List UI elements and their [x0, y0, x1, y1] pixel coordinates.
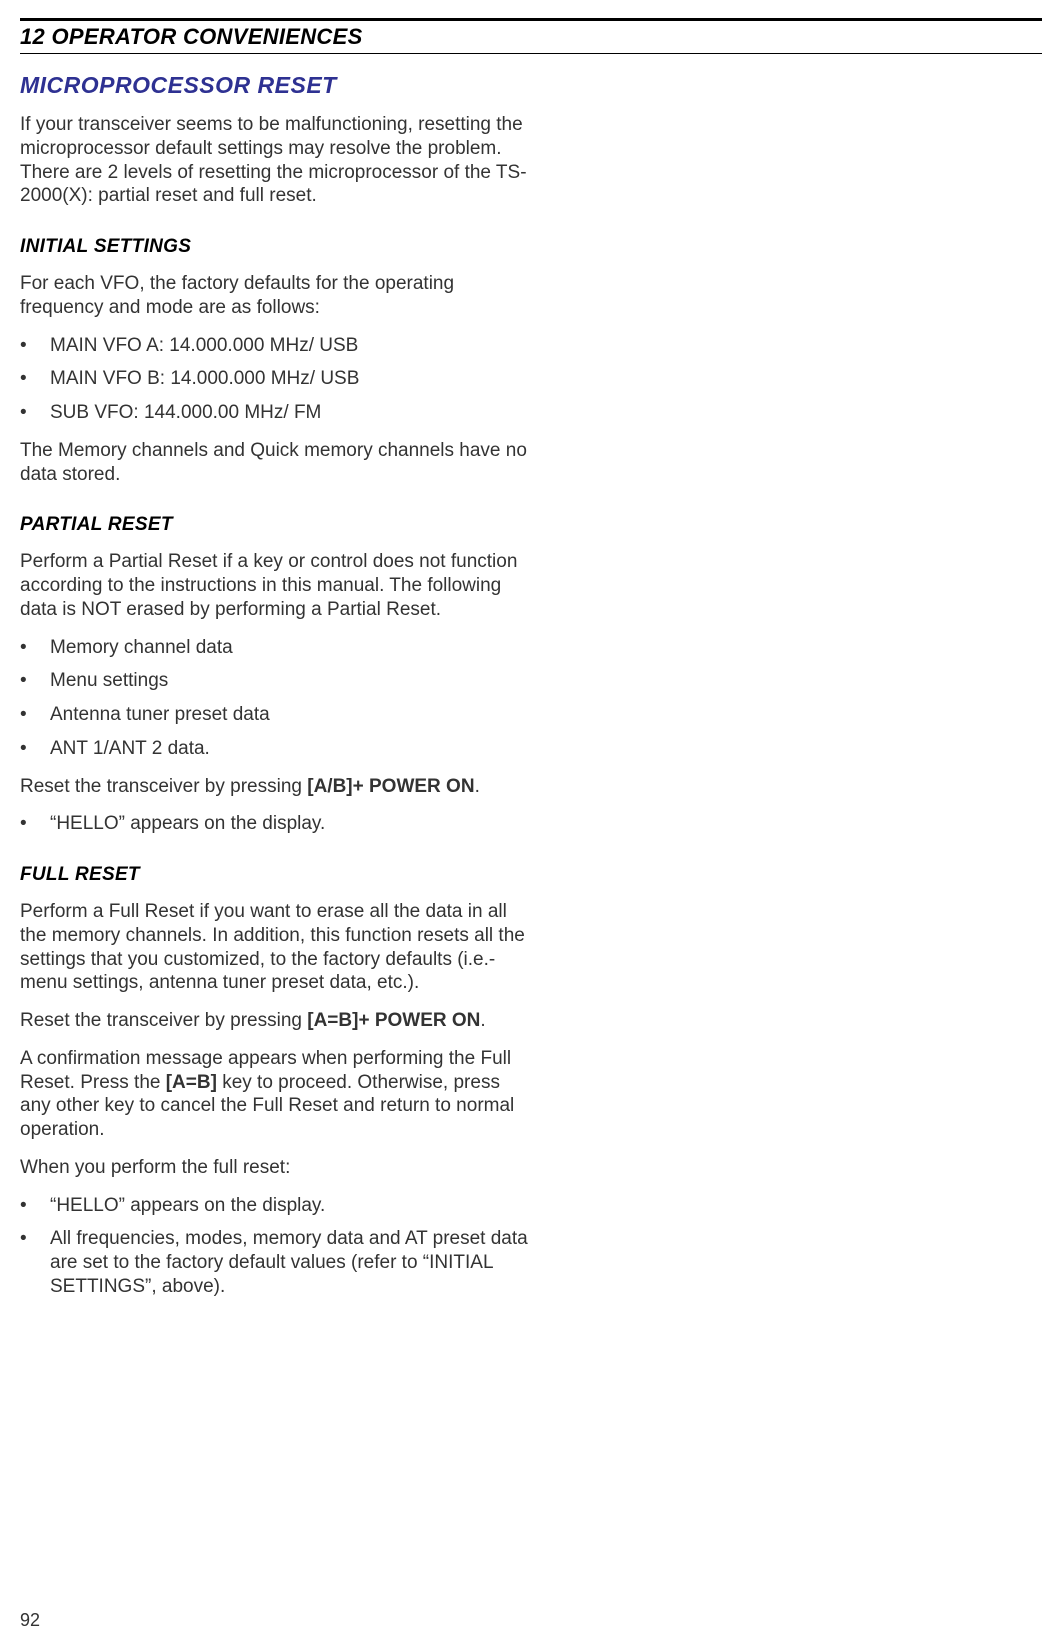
main-title: MICROPROCESSOR RESET	[20, 72, 530, 99]
list-item: • Memory channel data	[20, 636, 530, 660]
content-column: MICROPROCESSOR RESET If your transceiver…	[20, 72, 530, 1299]
list-item: • ANT 1/ANT 2 data.	[20, 737, 530, 761]
bullet-dot-icon: •	[20, 703, 50, 727]
bullet-dot-icon: •	[20, 367, 50, 391]
bullet-text: ANT 1/ANT 2 data.	[50, 737, 530, 761]
key-combo: [A=B]+ POWER ON	[307, 1010, 480, 1031]
bullet-text: Menu settings	[50, 669, 530, 693]
initial-settings-heading: INITIAL SETTINGS	[20, 236, 530, 258]
bullet-dot-icon: •	[20, 401, 50, 425]
bullet-text: SUB VFO: 144.000.00 MHz/ FM	[50, 401, 530, 425]
partial-reset-heading: PARTIAL RESET	[20, 514, 530, 536]
list-item: • “HELLO” appears on the display.	[20, 812, 530, 836]
intro-paragraph: If your transceiver seems to be malfunct…	[20, 113, 530, 208]
bullet-dot-icon: •	[20, 669, 50, 693]
bullet-text: MAIN VFO B: 14.000.000 MHz/ USB	[50, 367, 530, 391]
chapter-header-bar: 12 OPERATOR CONVENIENCES	[20, 18, 1042, 54]
bullet-dot-icon: •	[20, 737, 50, 761]
text-post: .	[480, 1010, 485, 1031]
partial-reset-bullets1: • Memory channel data • Menu settings • …	[20, 636, 530, 761]
bullet-dot-icon: •	[20, 334, 50, 358]
page-number: 92	[20, 1610, 40, 1631]
initial-settings-para1: For each VFO, the factory defaults for t…	[20, 272, 530, 320]
full-reset-para1: Perform a Full Reset if you want to eras…	[20, 900, 530, 995]
text-post: .	[475, 776, 480, 797]
key-ref: [A=B]	[166, 1072, 217, 1093]
full-reset-para4: When you perform the full reset:	[20, 1156, 530, 1180]
text-pre: Reset the transceiver by pressing	[20, 1010, 307, 1031]
list-item: • All frequencies, modes, memory data an…	[20, 1227, 530, 1298]
list-item: • Antenna tuner preset data	[20, 703, 530, 727]
text-pre: Reset the transceiver by pressing	[20, 776, 307, 797]
partial-reset-bullets2: • “HELLO” appears on the display.	[20, 812, 530, 836]
initial-settings-para2: The Memory channels and Quick memory cha…	[20, 439, 530, 487]
bullet-text: Antenna tuner preset data	[50, 703, 530, 727]
bullet-dot-icon: •	[20, 636, 50, 660]
full-reset-para3: A confirmation message appears when perf…	[20, 1047, 530, 1142]
bullet-text: “HELLO” appears on the display.	[50, 1194, 530, 1218]
partial-reset-para1: Perform a Partial Reset if a key or cont…	[20, 550, 530, 621]
list-item: • “HELLO” appears on the display.	[20, 1194, 530, 1218]
list-item: • SUB VFO: 144.000.00 MHz/ FM	[20, 401, 530, 425]
bullet-text: All frequencies, modes, memory data and …	[50, 1227, 530, 1298]
full-reset-heading: FULL RESET	[20, 864, 530, 886]
bullet-dot-icon: •	[20, 1227, 50, 1298]
bullet-dot-icon: •	[20, 1194, 50, 1218]
partial-reset-para2: Reset the transceiver by pressing [A/B]+…	[20, 775, 530, 799]
full-reset-para2: Reset the transceiver by pressing [A=B]+…	[20, 1009, 530, 1033]
key-combo: [A/B]+ POWER ON	[307, 776, 474, 797]
bullet-text: “HELLO” appears on the display.	[50, 812, 530, 836]
bullet-text: Memory channel data	[50, 636, 530, 660]
full-reset-bullets: • “HELLO” appears on the display. • All …	[20, 1194, 530, 1299]
list-item: • MAIN VFO A: 14.000.000 MHz/ USB	[20, 334, 530, 358]
bullet-dot-icon: •	[20, 812, 50, 836]
bullet-text: MAIN VFO A: 14.000.000 MHz/ USB	[50, 334, 530, 358]
list-item: • MAIN VFO B: 14.000.000 MHz/ USB	[20, 367, 530, 391]
initial-settings-bullets: • MAIN VFO A: 14.000.000 MHz/ USB • MAIN…	[20, 334, 530, 425]
list-item: • Menu settings	[20, 669, 530, 693]
chapter-header: 12 OPERATOR CONVENIENCES	[20, 24, 1042, 50]
